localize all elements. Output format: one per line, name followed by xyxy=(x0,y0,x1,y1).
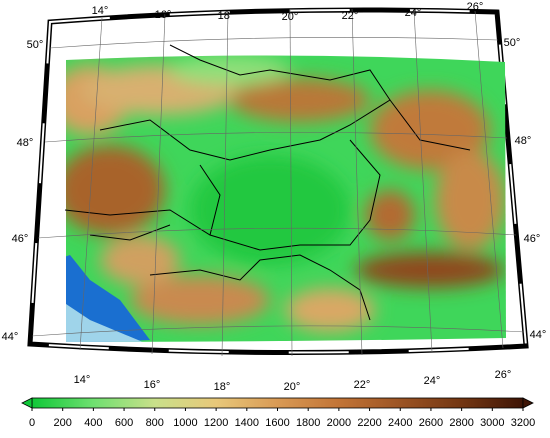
colorbar-tick-label: 800 xyxy=(146,417,164,429)
frame-ticks xyxy=(28,8,528,354)
colorbar-tick-label: 2600 xyxy=(419,417,443,429)
lon-label: 20° xyxy=(282,11,299,23)
lat-label: 50° xyxy=(27,39,44,51)
colorbar-tick-label: 3200 xyxy=(511,417,535,429)
elevation-raster xyxy=(66,55,506,343)
colorbar-tick-label: 1000 xyxy=(173,417,197,429)
colorbar-tick-label: 2200 xyxy=(357,417,381,429)
lat-label: 48° xyxy=(17,137,34,149)
colorbar-tick-label: 200 xyxy=(54,417,72,429)
lat-label: 44° xyxy=(2,331,19,343)
colorbar-tick-label: 0 xyxy=(29,417,35,429)
lon-label: 24° xyxy=(405,7,422,19)
colorbar-tick-label: 1800 xyxy=(296,417,320,429)
lon-label: 22° xyxy=(342,10,359,22)
colorbar-arrow xyxy=(522,397,534,409)
lon-label: 18° xyxy=(218,10,235,22)
colorbar-tick-label: 2000 xyxy=(327,417,351,429)
colorbar-tick-label: 2800 xyxy=(449,417,473,429)
colorbar-arrow xyxy=(21,397,33,409)
lon-label: 14° xyxy=(74,374,91,386)
lon-label: 18° xyxy=(214,381,231,393)
lon-label: 26° xyxy=(495,369,512,381)
lon-label: 16° xyxy=(155,9,172,21)
lat-label: 50° xyxy=(504,37,521,49)
lon-label: 22° xyxy=(354,379,371,391)
lon-label: 26° xyxy=(467,1,484,13)
lon-label: 24° xyxy=(424,375,441,387)
graticule xyxy=(31,8,525,357)
colorbar-tick-label: 1400 xyxy=(235,417,259,429)
colorbar-tick-label: 1200 xyxy=(204,417,228,429)
lon-label: 14° xyxy=(92,5,109,17)
colorbar-tick-label: 2400 xyxy=(388,417,412,429)
colorbar-tick-label: 600 xyxy=(115,417,133,429)
colorbar-tick-label: 3000 xyxy=(480,417,504,429)
lat-label: 46° xyxy=(12,233,29,245)
lat-label: 44° xyxy=(530,329,547,341)
lon-label: 20° xyxy=(284,381,301,393)
colorbar xyxy=(31,397,524,409)
lon-label: 16° xyxy=(144,379,161,391)
lat-label: 48° xyxy=(515,135,532,147)
lat-label: 46° xyxy=(524,233,541,245)
colorbar-tick-label: 400 xyxy=(84,417,102,429)
colorbar-tick-label: 1600 xyxy=(265,417,289,429)
